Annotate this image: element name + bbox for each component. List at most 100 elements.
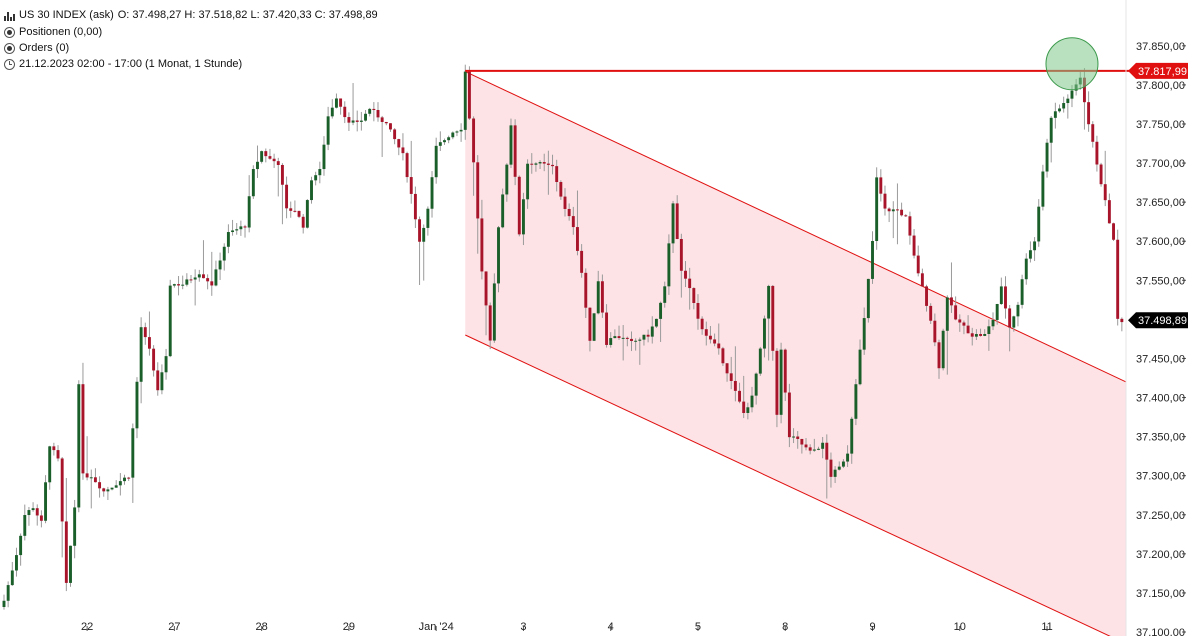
- candle-body: [1107, 200, 1111, 224]
- candle-body: [15, 555, 18, 571]
- candle-body: [19, 535, 23, 556]
- candle-body: [937, 342, 941, 369]
- candle-body: [143, 327, 147, 338]
- y-tick-label: 37.750,00: [1136, 119, 1185, 131]
- candle-body: [48, 446, 52, 483]
- candle-body: [1049, 117, 1053, 143]
- candle-body: [667, 243, 671, 287]
- candle-body: [239, 226, 243, 230]
- candle-body: [866, 278, 870, 319]
- candle-body: [1099, 164, 1103, 185]
- candle-body: [285, 184, 289, 209]
- candle-body: [517, 176, 521, 235]
- candle-body: [447, 137, 451, 141]
- candle-body: [438, 142, 442, 146]
- candle-body: [883, 193, 887, 209]
- candle-body: [334, 98, 338, 108]
- candle-body: [974, 334, 978, 337]
- candle-body: [114, 485, 118, 488]
- x-tick-label: 29: [343, 621, 355, 633]
- candle-body: [35, 508, 39, 516]
- candle-body: [596, 281, 600, 314]
- candle-body: [804, 444, 808, 448]
- candle-body: [779, 349, 783, 415]
- candle-body: [276, 161, 280, 165]
- candle-body: [443, 140, 446, 143]
- candle-body: [630, 338, 633, 342]
- candle-body: [763, 318, 766, 349]
- candle-body: [27, 510, 31, 516]
- candle-body: [555, 166, 559, 183]
- candle-body: [800, 438, 804, 445]
- candle-body: [933, 320, 937, 343]
- candle-body: [526, 163, 530, 200]
- candle-body: [733, 380, 737, 391]
- candle-body: [235, 229, 239, 231]
- candle-body: [480, 218, 484, 272]
- candle-body: [106, 489, 110, 492]
- candle-body: [613, 336, 617, 339]
- candle-body: [127, 477, 131, 479]
- candle-body: [970, 333, 974, 337]
- candle-body: [1082, 77, 1086, 103]
- candle-body: [118, 481, 122, 486]
- x-tick-label: 11: [1041, 621, 1052, 633]
- x-tick-label: 10: [954, 621, 966, 633]
- candle-body: [202, 274, 205, 279]
- candle-body: [817, 448, 820, 450]
- candle-body: [721, 348, 725, 364]
- candle-body: [426, 208, 430, 228]
- candle-body: [954, 305, 958, 320]
- candle-body: [900, 209, 904, 216]
- candle-body: [513, 125, 517, 177]
- candle-body: [343, 106, 347, 118]
- x-tick-label: 4: [608, 621, 614, 633]
- y-tick-label: 37.300,00: [1136, 471, 1185, 483]
- channel-lower-line: [465, 334, 1111, 636]
- candle-body: [783, 349, 787, 393]
- candle-body: [93, 477, 97, 483]
- candle-body: [708, 335, 712, 340]
- candle-body: [654, 318, 658, 327]
- candle-body: [110, 487, 114, 490]
- candle-body: [966, 325, 970, 334]
- positions-row[interactable]: Positionen (0,00): [4, 26, 102, 38]
- resistance-price-tag: 37.817,99: [1128, 62, 1188, 79]
- candle-body: [314, 175, 318, 181]
- candle-body: [875, 177, 879, 241]
- candle-body: [260, 151, 264, 162]
- candle-body: [310, 180, 313, 201]
- candle-body: [879, 177, 883, 194]
- candle-body: [31, 508, 35, 511]
- candle-body: [10, 570, 14, 586]
- orders-row[interactable]: Orders (0): [4, 42, 69, 54]
- instrument-name: US 30 INDEX (ask): [19, 9, 114, 21]
- candle-body: [197, 274, 201, 278]
- candle-body: [243, 226, 247, 228]
- x-tick-label: 3: [520, 621, 526, 633]
- ohlc-values: O: 37.498,27 H: 37.518,82 L: 37.420,33 C…: [117, 9, 378, 21]
- candle-body: [467, 71, 471, 119]
- candle-body: [846, 453, 850, 462]
- candle-body: [222, 246, 226, 261]
- candle-body: [430, 177, 434, 209]
- candle-body: [584, 272, 588, 308]
- period-row: 21.12.2023 02:00 - 17:00 (1 Monat, 1 Stu…: [4, 58, 242, 70]
- current-price-tag-label: 37.498,89: [1138, 315, 1187, 327]
- candle-body: [177, 284, 180, 286]
- candle-body: [422, 227, 426, 242]
- candle-body: [501, 194, 505, 228]
- candle-body: [1103, 184, 1107, 201]
- candle-body: [509, 125, 513, 165]
- candle-body: [1045, 142, 1049, 172]
- candle-body: [1053, 111, 1057, 118]
- candle-body: [1037, 206, 1041, 242]
- candle-body: [1058, 108, 1061, 112]
- y-tick-label: 37.150,00: [1136, 588, 1185, 600]
- candle-body: [588, 307, 592, 341]
- candle-body: [904, 215, 908, 217]
- candle-body: [962, 322, 966, 326]
- y-tick-label: 37.200,00: [1136, 549, 1185, 561]
- candle-body: [459, 129, 463, 132]
